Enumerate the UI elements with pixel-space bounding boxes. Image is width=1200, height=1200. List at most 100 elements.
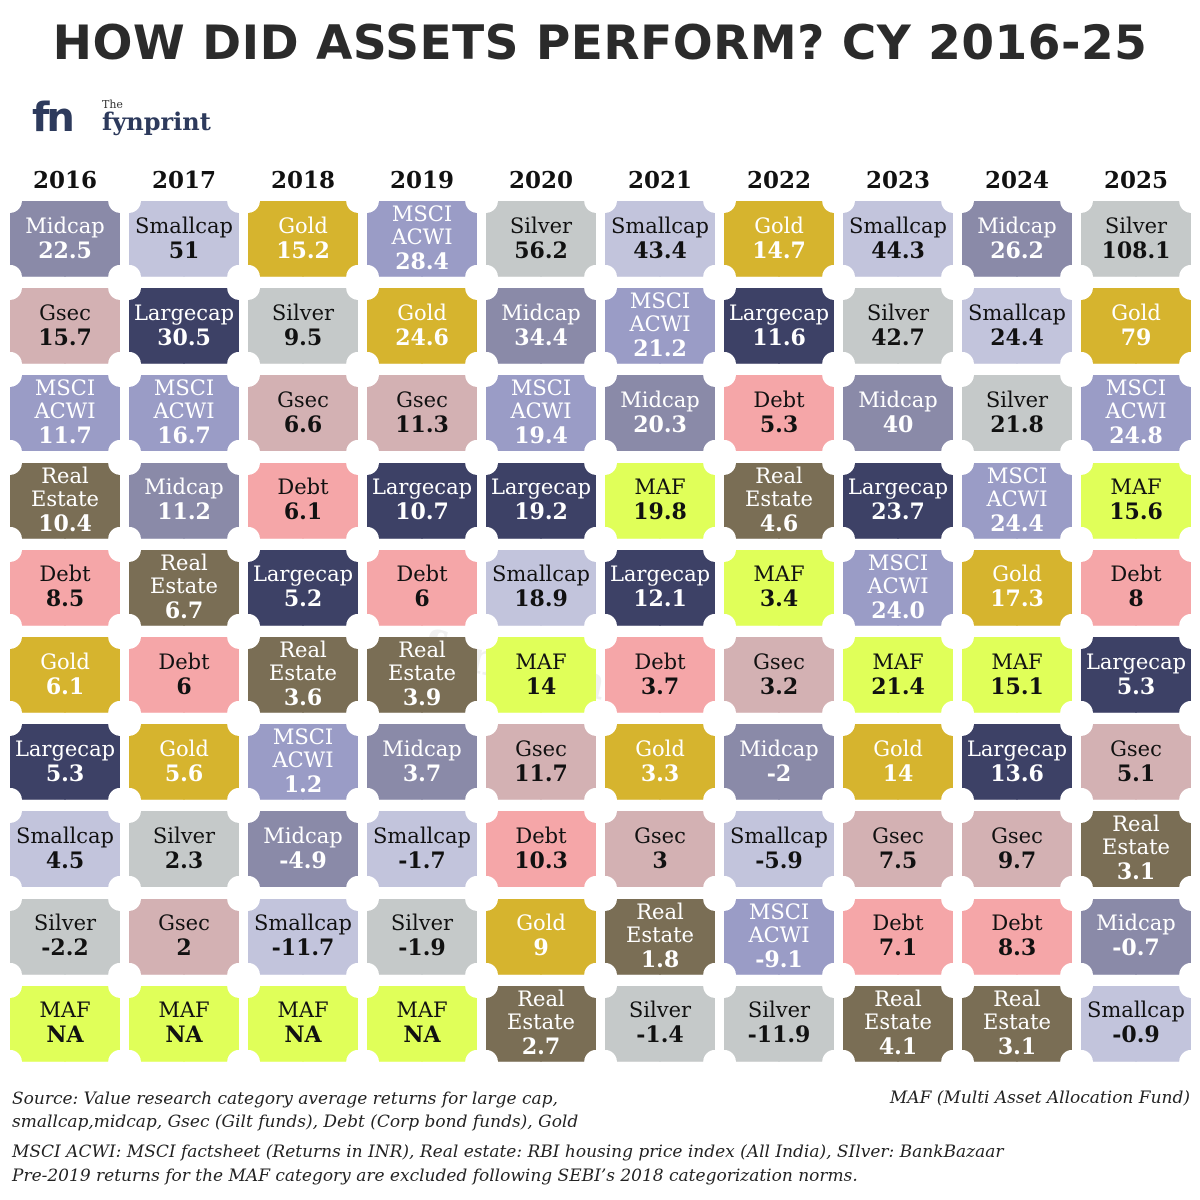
asset-label: Largecap [847, 475, 949, 500]
asset-label: MSCI ACWI [1105, 376, 1167, 424]
asset-label: Smallcap [373, 823, 471, 848]
asset-label: Debt [872, 911, 924, 936]
asset-label: Real Estate [983, 986, 1051, 1034]
return-value: 34.4 [514, 324, 568, 351]
cell-2024-silver: Silver 21.8 [962, 375, 1072, 452]
cell-2016-largecap: Largecap 5.3 [10, 724, 120, 801]
cell-2022-gold: Gold 14.7 [724, 201, 834, 277]
return-value: -0.7 [1112, 935, 1160, 962]
asset-label: Midcap [263, 823, 343, 848]
return-value: 6 [176, 673, 192, 700]
asset-label: Largecap [728, 300, 830, 325]
year-header-2020: 2020 [508, 167, 573, 194]
asset-label: Gsec [515, 736, 567, 761]
return-value: 3.4 [759, 586, 799, 613]
cell-2025-msci-acwi: MSCI ACWI 24.8 [1081, 375, 1191, 452]
asset-label: MSCI ACWI [34, 376, 96, 424]
cell-2021-real-estate: Real Estate 1.8 [605, 898, 715, 975]
asset-label: MSCI ACWI [391, 202, 453, 249]
cell-2019-gold: Gold 24.6 [367, 288, 477, 365]
cell-2016-midcap: Midcap 22.5 [10, 201, 120, 277]
cell-2020-gold: Gold 9 [486, 898, 596, 975]
asset-label: Debt [158, 649, 210, 674]
asset-label: Largecap [133, 300, 235, 325]
asset-label: MAF [634, 475, 686, 500]
cell-2019-maf: MAF NA [367, 985, 477, 1062]
return-value: 40 [882, 411, 914, 438]
cell-2017-msci-acwi: MSCI ACWI 16.7 [129, 375, 239, 452]
asset-label: Largecap [371, 475, 473, 500]
cell-2024-debt: Debt 8.3 [962, 898, 1072, 975]
cell-2021-debt: Debt 3.7 [605, 637, 715, 713]
asset-label: Midcap [25, 213, 105, 238]
cell-2022-smallcap: Smallcap -5.9 [724, 811, 834, 888]
asset-label: Debt [396, 562, 448, 587]
footer-maf-exclusion: Pre-2019 returns for the MAF category ar… [12, 1166, 858, 1186]
asset-label: Silver [33, 911, 97, 936]
cell-2018-silver: Silver 9.5 [248, 288, 358, 365]
cell-2020-largecap: Largecap 19.2 [486, 462, 596, 539]
asset-label: Silver [390, 911, 454, 936]
return-value: 56.2 [514, 237, 568, 264]
asset-label: Real Estate [1102, 812, 1170, 860]
asset-label: Largecap [966, 736, 1068, 761]
asset-label: MAF [39, 998, 91, 1023]
return-value: 16.7 [157, 423, 211, 450]
asset-label: Gold [278, 213, 328, 238]
asset-label: Midcap [620, 387, 700, 412]
asset-label: MSCI ACWI [272, 725, 334, 773]
brand-logo: fn The fynprint [32, 94, 222, 144]
asset-label: Debt [753, 387, 805, 412]
return-value: 10.4 [38, 510, 92, 537]
cell-2018-gsec: Gsec 6.6 [248, 375, 358, 452]
return-value: -11.7 [271, 935, 335, 962]
cell-2021-silver: Silver -1.4 [605, 985, 715, 1062]
asset-label: Real Estate [269, 638, 337, 685]
return-value: 26.2 [990, 237, 1044, 264]
return-value: 8.3 [997, 935, 1037, 962]
asset-label: Smallcap [611, 213, 709, 238]
asset-label: Gold [873, 736, 923, 761]
cell-2025-gold: Gold 79 [1081, 288, 1191, 365]
return-value: -11.9 [747, 1022, 811, 1049]
asset-label: MAF [991, 649, 1043, 674]
cell-2019-msci-acwi: MSCI ACWI 28.4 [367, 201, 477, 277]
return-value: 17.3 [990, 586, 1044, 613]
cell-2017-real-estate: Real Estate 6.7 [129, 549, 239, 626]
return-value: 5.2 [283, 586, 323, 613]
cell-2017-debt: Debt 6 [129, 637, 239, 713]
asset-label: MSCI ACWI [867, 550, 929, 598]
asset-label: Real Estate [150, 550, 218, 598]
year-header-2018: 2018 [270, 167, 335, 194]
cell-2023-smallcap: Smallcap 44.3 [843, 201, 953, 277]
cell-2016-gsec: Gsec 15.7 [10, 288, 120, 365]
cell-2021-midcap: Midcap 20.3 [605, 375, 715, 452]
return-value: 11.3 [395, 411, 449, 438]
cell-2017-smallcap: Smallcap 51 [129, 201, 239, 277]
asset-label: Silver [866, 300, 930, 325]
asset-label: Debt [634, 649, 686, 674]
asset-label: Silver [747, 998, 811, 1023]
asset-label: Largecap [252, 562, 354, 587]
return-value: 1.8 [640, 946, 680, 973]
return-value: 20.3 [633, 411, 687, 438]
cell-2017-gold: Gold 5.6 [129, 724, 239, 801]
logo-name: fynprint [102, 107, 211, 136]
asset-label: MSCI ACWI [510, 376, 572, 424]
cell-2020-midcap: Midcap 34.4 [486, 288, 596, 365]
return-value: 4.5 [45, 847, 85, 874]
cell-2023-midcap: Midcap 40 [843, 375, 953, 452]
asset-label: Gsec [634, 823, 686, 848]
return-value: 10.3 [514, 847, 568, 874]
cell-2019-largecap: Largecap 10.7 [367, 462, 477, 539]
asset-label: Debt [39, 562, 91, 587]
cell-2021-msci-acwi: MSCI ACWI 21.2 [605, 288, 715, 365]
asset-label: Silver [271, 300, 335, 325]
cell-2019-real-estate: Real Estate 3.9 [367, 637, 477, 713]
cell-2021-smallcap: Smallcap 43.4 [605, 201, 715, 277]
asset-label: Gsec [158, 911, 210, 936]
return-value: 3.1 [1116, 859, 1156, 886]
return-value: -1.9 [398, 935, 446, 962]
asset-label: MAF [277, 998, 329, 1023]
return-value: 19.4 [514, 423, 568, 450]
